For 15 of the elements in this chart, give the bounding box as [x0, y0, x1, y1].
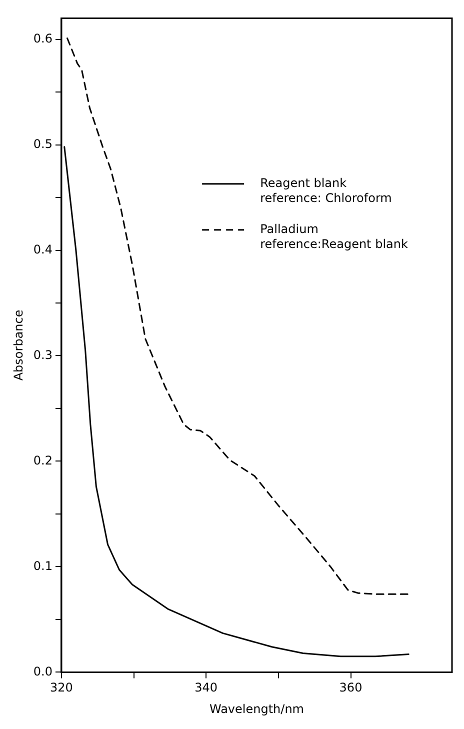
legend-label: Reagent blank reference: Chloroform	[260, 176, 392, 206]
y-tick-label: 0.3	[33, 348, 52, 362]
line-series	[66, 37, 411, 595]
y-tick-label: 0.5	[33, 136, 52, 151]
y-tick-label: 0.0	[33, 664, 52, 678]
y-tick-label: 0.4	[33, 242, 52, 256]
x-tick-label: 320	[50, 680, 73, 695]
y-tick-label: 0.6	[33, 31, 52, 46]
x-tick-label: 360	[339, 680, 362, 695]
x-tick-label: 340	[194, 680, 218, 695]
y-tick-label: 0.2	[33, 453, 52, 468]
y-axis-title: Absorbance	[11, 310, 26, 381]
legend-label: Palladium reference:Reagent blank	[260, 222, 408, 252]
x-axis-title: Wavelength/nm	[209, 702, 304, 716]
y-tick-label: 0.1	[33, 558, 52, 573]
